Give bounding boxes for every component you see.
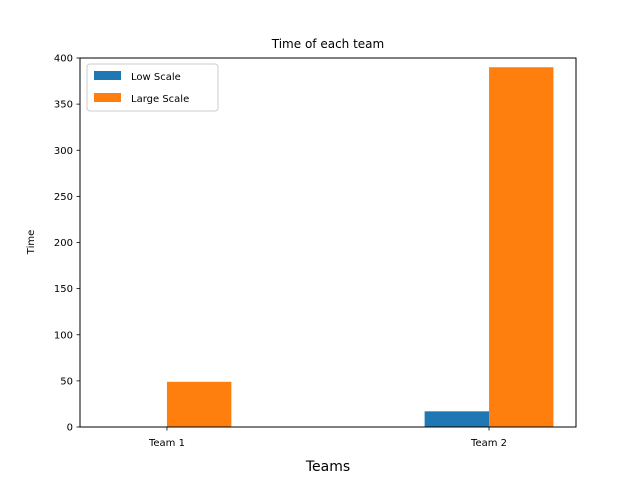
legend-label-low-scale: Low Scale (131, 72, 181, 83)
y-tick-label: 50 (60, 376, 73, 387)
y-tick-label: 100 (54, 330, 73, 341)
y-tick-label: 350 (54, 100, 73, 111)
bar-low-scale-team-2 (424, 411, 490, 427)
x-axis-title: Teams (305, 459, 350, 475)
legend-swatch-large-scale (94, 93, 121, 102)
plot-area: 0 50 100 150 200 250 300 350 400 Team 1 Team 2 (54, 54, 577, 449)
legend-swatch-low-scale (94, 71, 121, 80)
bar-large-scale-team-2 (489, 67, 554, 427)
y-axis-title: Time (26, 230, 37, 255)
bar-large-scale-team-1 (166, 381, 232, 427)
x-tick-label: Team 2 (470, 438, 507, 449)
chart-title: Time of each team (271, 37, 384, 51)
legend: Low Scale Large Scale (86, 63, 219, 112)
y-tick-label: 0 (67, 423, 73, 434)
y-tick-label: 150 (54, 284, 73, 295)
legend-label-large-scale: Large Scale (131, 94, 189, 105)
y-tick-label: 400 (54, 54, 73, 65)
y-axis: 0 50 100 150 200 250 300 350 400 (54, 54, 80, 434)
y-tick-label: 300 (54, 146, 73, 157)
bars-layer (166, 67, 554, 427)
y-tick-label: 250 (54, 192, 73, 203)
y-tick-label: 200 (54, 238, 73, 249)
x-tick-label: Team 1 (148, 438, 185, 449)
x-axis: Team 1 Team 2 (148, 427, 507, 449)
